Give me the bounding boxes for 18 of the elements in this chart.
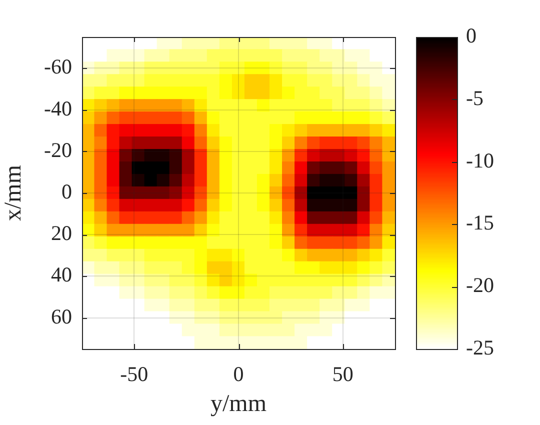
x-tick-label: 0: [233, 362, 244, 386]
y-tick-label: -20: [44, 138, 72, 162]
y-tick-label: -40: [44, 96, 72, 120]
y-tick-label: 20: [51, 221, 72, 246]
y-tick-label: 0: [62, 180, 72, 204]
y-axis-title: x/mm: [0, 164, 27, 222]
x-tick-label: -50: [120, 362, 148, 386]
x-axis-title: y/mm: [210, 390, 267, 417]
color-bar-label: -20: [466, 273, 494, 298]
color-bar-label: -10: [466, 148, 494, 172]
y-tick-label: 60: [51, 304, 72, 328]
y-tick-label: 40: [51, 262, 72, 287]
x-tick-label: 50: [332, 362, 354, 386]
color-bar-label: -25: [466, 336, 494, 360]
color-bar-label: 0: [466, 24, 476, 48]
color-bar-label: -5: [466, 86, 484, 110]
color-bar-label: -15: [466, 210, 494, 235]
y-tick-label: -60: [44, 54, 72, 79]
